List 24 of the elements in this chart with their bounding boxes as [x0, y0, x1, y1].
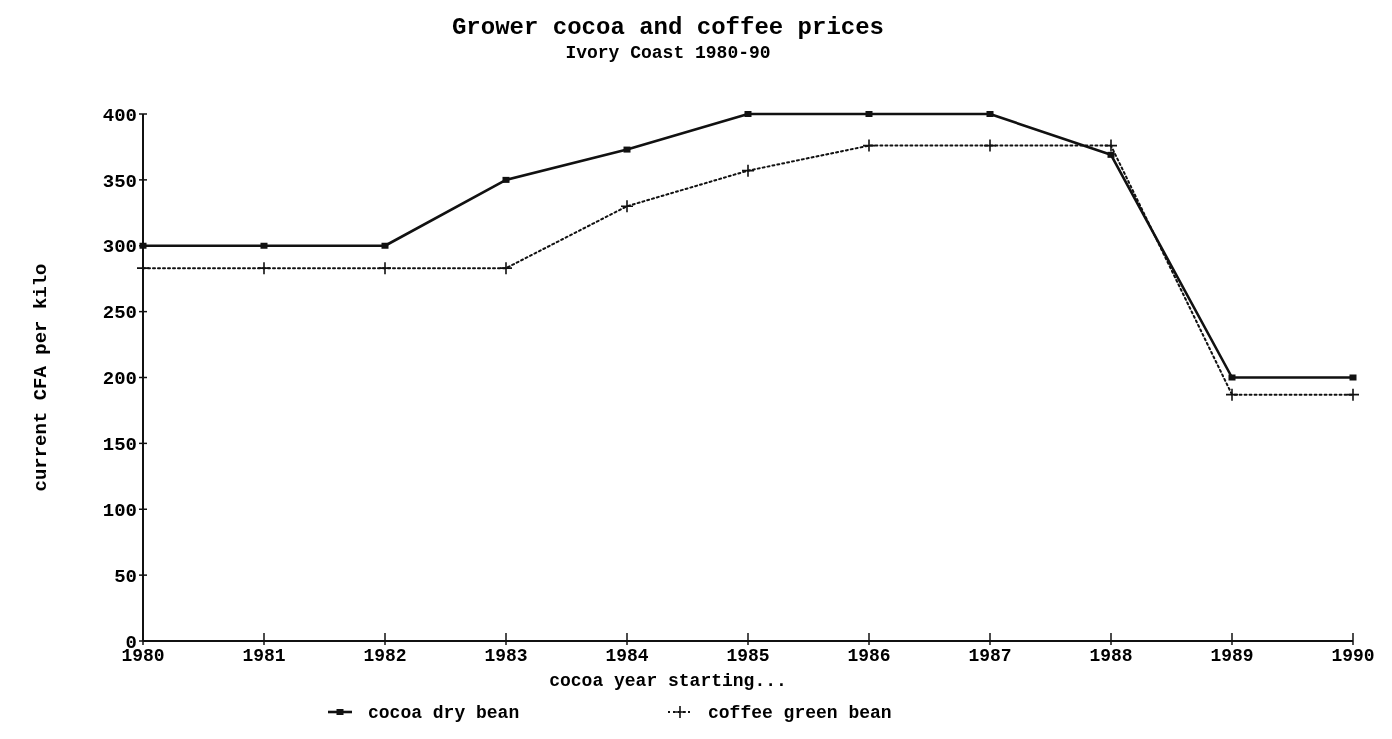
y-axis-title: current CFA per kilo: [30, 263, 52, 492]
y-tick-label: 50: [114, 565, 137, 588]
x-tick-label: 1981: [242, 646, 286, 666]
y-tick-label: 300: [102, 236, 137, 259]
y-tick-label: 200: [102, 368, 137, 391]
x-tick-label: 1986: [847, 646, 891, 666]
x-tick-label: 1985: [726, 646, 770, 666]
x-tick-label: 1987: [968, 646, 1012, 666]
x-tick-label: 1983: [484, 646, 528, 666]
y-tick-label: 250: [102, 302, 137, 325]
legend-label: cocoa dry bean: [368, 703, 520, 723]
y-tick-label: 150: [102, 434, 137, 457]
x-tick-label: 1990: [1331, 646, 1375, 666]
y-tick-label: 350: [102, 170, 137, 193]
y-tick-label: 400: [102, 104, 137, 127]
chart-subtitle: Ivory Coast 1980-90: [565, 43, 771, 63]
y-tick-label: 100: [102, 499, 137, 522]
chart-title: Grower cocoa and coffee prices: [451, 14, 885, 41]
x-tick-label: 1988: [1089, 646, 1133, 666]
x-tick-label: 1989: [1210, 646, 1254, 666]
x-tick-label: 1984: [605, 646, 649, 666]
legend-label: coffee green bean: [708, 703, 892, 723]
x-axis-title: cocoa year starting...: [549, 671, 787, 691]
x-tick-label: 1982: [363, 646, 407, 666]
